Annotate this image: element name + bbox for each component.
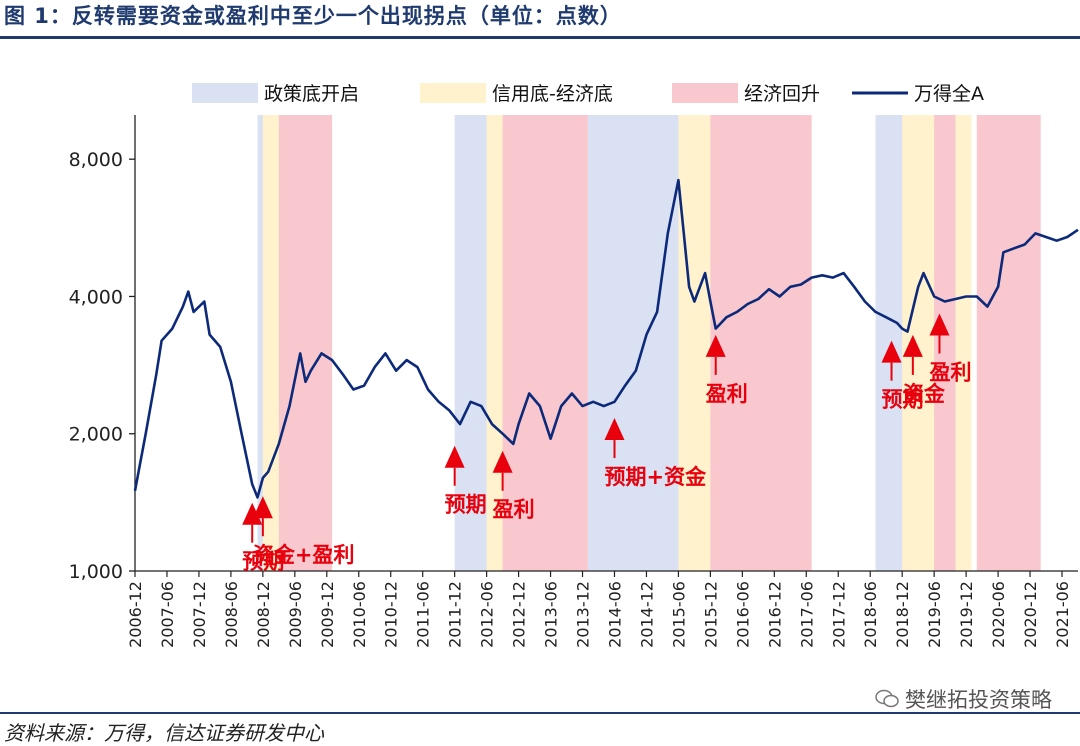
x-tick-label: 2019-06 (925, 581, 944, 648)
x-tick-label: 2011-06 (414, 581, 433, 648)
shaded-band (278, 115, 333, 571)
x-tick-label: 2018-12 (893, 581, 912, 648)
x-tick-label: 2015-06 (669, 581, 688, 648)
x-tick-label: 2021-06 (1053, 581, 1072, 648)
x-tick-label: 2010-06 (350, 581, 369, 648)
x-tick-label: 2019-12 (957, 581, 976, 648)
axes: 1,000 2,000 4,000 8,000 2006-12 2007-06 2007-1… (69, 115, 1078, 648)
y-tick-label: 4,000 (69, 286, 123, 308)
annotation-arrow-head (929, 313, 950, 336)
x-tick-label: 2007-06 (158, 581, 177, 648)
y-tick-label: 2,000 (69, 424, 123, 446)
shaded-band (976, 115, 1041, 571)
x-tick-label: 2009-12 (318, 581, 337, 648)
legend-label: 信用底-经济底 (492, 83, 613, 105)
annotation-label: 预期 (445, 493, 487, 517)
x-tick-label: 2008-06 (222, 581, 241, 648)
watermark: 樊继拓投资策略 (875, 684, 1052, 714)
legend-label: 经济回升 (744, 83, 820, 105)
x-tick-label: 2009-06 (286, 581, 305, 648)
legend: 政策底开启 信用底-经济底 经济回升 万得全A (192, 83, 984, 105)
x-tick-label: 2006-12 (126, 581, 145, 648)
legend-swatch (420, 83, 486, 103)
annotation-arrow-head (902, 334, 923, 357)
x-tick-label: 2007-12 (190, 581, 209, 648)
shaded-band (587, 115, 684, 571)
x-tick-label: 2012-06 (478, 581, 497, 648)
x-tick-label: 2016-12 (765, 581, 784, 648)
x-tick-label: 2013-06 (542, 581, 561, 648)
shaded-band (710, 115, 812, 571)
annotation-arrow-head (242, 502, 263, 525)
legend-swatch (192, 83, 258, 103)
wechat-icon (875, 689, 899, 708)
watermark-text: 樊继拓投资策略 (905, 688, 1052, 712)
shaded-band (502, 115, 588, 571)
source-rule (0, 712, 1080, 714)
x-tick-label: 2020-06 (989, 581, 1008, 648)
x-tick-label: 2018-06 (861, 581, 880, 648)
x-tick-label: 2017-06 (797, 581, 816, 648)
x-tick-label: 2015-12 (701, 581, 720, 648)
y-tick-label: 8,000 (69, 149, 123, 171)
series-layer (133, 178, 1079, 499)
legend-label: 政策底开启 (264, 83, 359, 105)
x-tick-label: 2008-12 (254, 581, 273, 648)
shaded-band (454, 115, 492, 571)
x-tick-label: 2016-06 (733, 581, 752, 648)
shaded-band (257, 115, 269, 571)
shaded-band (902, 115, 940, 571)
figure-title: 图 1：反转需要资金或盈利中至少一个出现拐点（单位：点数） (4, 4, 622, 28)
annotation-arrow-head (444, 445, 465, 468)
x-tick-label: 2014-06 (605, 581, 624, 648)
annotation-arrow-head (252, 496, 273, 519)
annotation-label: 预期+资金 (604, 465, 707, 489)
title-rule (0, 36, 1080, 39)
shaded-band (934, 115, 956, 571)
annotation-label: 预期 (882, 388, 924, 412)
legend-swatch (672, 83, 738, 103)
x-tick-label: 2012-12 (510, 581, 529, 648)
shaded-bands (257, 115, 1041, 571)
annotation-arrow-head (705, 334, 726, 357)
annotation-label: 盈利 (705, 382, 748, 406)
legend-label: 万得全A (914, 83, 984, 105)
annotation-label: 资金 (903, 382, 946, 406)
shaded-band (950, 115, 972, 571)
x-tick-label: 2020-12 (1021, 581, 1040, 648)
x-tick-label: 2017-12 (829, 581, 848, 648)
annotation-arrow-head (492, 450, 513, 473)
annotation-arrow-head (881, 340, 902, 363)
annotation-label: 盈利 (492, 498, 535, 522)
annotation-label: 盈利 (928, 360, 971, 384)
x-tick-label: 2014-12 (637, 581, 656, 648)
annotation-arrow-head (604, 418, 625, 441)
source-note: 资料来源：万得，信达证券研发中心 (4, 721, 324, 745)
series-line (133, 178, 1079, 499)
annotation-label: 预期 (242, 550, 284, 574)
x-tick-label: 2011-12 (446, 581, 465, 648)
annotation-label: 资金+盈利 (253, 543, 355, 567)
x-tick-label: 2013-12 (574, 581, 593, 648)
y-tick-label: 1,000 (69, 561, 123, 583)
shaded-band (678, 115, 716, 571)
x-tick-label: 2010-12 (382, 581, 401, 648)
chart: 1,000 2,000 4,000 8,000 2006-12 2007-06 2007-1… (69, 83, 1079, 648)
